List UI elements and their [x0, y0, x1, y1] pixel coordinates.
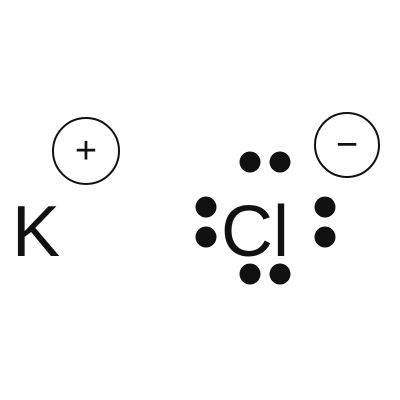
negative-charge-badge: − [314, 112, 380, 178]
electron-dot [195, 226, 217, 248]
chloride-symbol: Cl [221, 192, 289, 272]
electron-pair-bottom [239, 263, 291, 285]
electron-dot [314, 196, 336, 218]
positive-charge-badge: + [52, 117, 120, 185]
electron-dot [314, 226, 336, 248]
chloride-ion: Cl − [195, 112, 380, 285]
electron-dot [269, 263, 291, 285]
electron-pair-right [314, 196, 336, 248]
electron-dot [195, 196, 217, 218]
electron-pair-top [239, 151, 291, 173]
electron-pair-left [195, 196, 217, 248]
negative-charge-sign: − [336, 124, 358, 166]
electron-dot [239, 263, 261, 285]
potassium-ion: K + [12, 117, 120, 272]
negative-charge-ring [314, 112, 380, 178]
positive-charge-sign: + [75, 130, 97, 172]
electron-dot [269, 151, 291, 173]
potassium-symbol: K [12, 192, 60, 272]
electron-dot [239, 151, 261, 173]
positive-charge-ring [52, 117, 120, 185]
